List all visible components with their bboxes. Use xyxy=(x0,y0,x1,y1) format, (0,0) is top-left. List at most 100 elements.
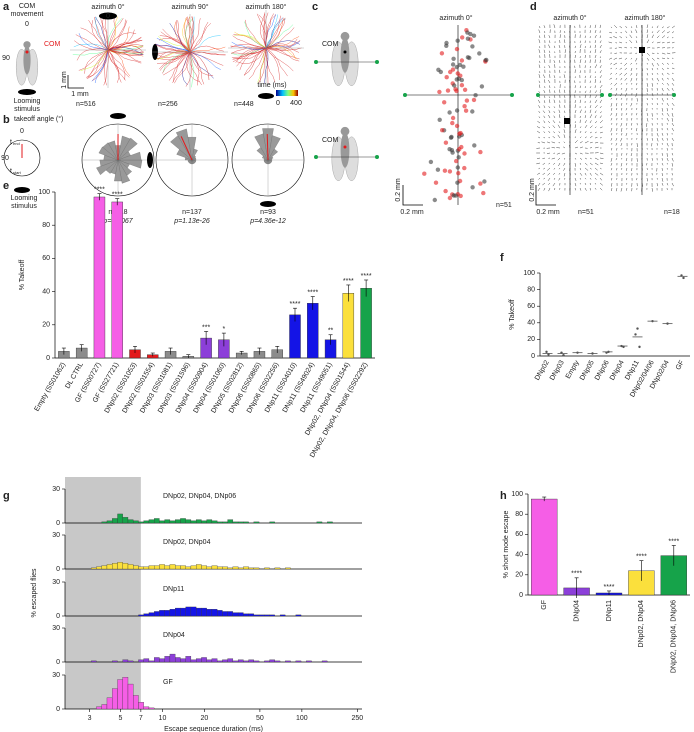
histogram-bar xyxy=(164,610,171,617)
flow-vector xyxy=(594,34,597,39)
flow-vector xyxy=(589,125,593,129)
flow-vector xyxy=(646,29,648,34)
flow-vector xyxy=(543,66,546,69)
label: Looming xyxy=(11,195,38,202)
scatter-point xyxy=(473,93,478,98)
flow-vector xyxy=(635,29,638,34)
trajectory xyxy=(162,51,191,74)
trajectory xyxy=(265,24,294,49)
y-tick-label: 40 xyxy=(527,320,535,327)
scatter-point xyxy=(484,57,489,63)
histogram-bar xyxy=(274,660,281,663)
x-tick-label: 7 xyxy=(139,715,143,722)
y-tick-label: 30 xyxy=(52,672,60,679)
flow-vector xyxy=(646,137,648,141)
histogram-bar xyxy=(206,519,213,524)
scatter-point xyxy=(463,108,469,113)
histogram-bar xyxy=(138,521,144,524)
histogram-bar xyxy=(175,657,181,663)
flow-vector xyxy=(610,167,613,171)
histogram-bar xyxy=(227,567,234,570)
flow-vector xyxy=(599,120,603,124)
flow-vector xyxy=(635,62,638,65)
flow-vector xyxy=(538,91,541,94)
flow-vector xyxy=(651,187,653,192)
flow-vector xyxy=(579,182,581,185)
y-tick-label: 0 xyxy=(56,659,60,666)
flow-vector xyxy=(579,177,582,180)
flow-vector xyxy=(594,24,597,29)
histogram-bar xyxy=(206,566,213,570)
flow-vector xyxy=(557,134,561,139)
flow-vector xyxy=(661,30,666,34)
rose-petal xyxy=(117,151,142,161)
trajectory xyxy=(265,47,300,62)
flow-vector xyxy=(661,92,663,95)
histogram-bar xyxy=(321,660,328,663)
trajectory xyxy=(265,13,274,49)
trajectory xyxy=(265,14,278,49)
rose-petal xyxy=(267,148,278,161)
x-tick-label: GF xyxy=(675,359,686,371)
scatter-point xyxy=(459,58,465,63)
x-tick-label: 10 xyxy=(159,715,167,722)
flow-vector xyxy=(615,87,618,91)
stimulus xyxy=(110,113,126,119)
flow-vector xyxy=(574,109,577,114)
colorbar xyxy=(276,90,298,96)
histogram-bar xyxy=(237,567,244,570)
flow-vector xyxy=(574,129,577,134)
flow-vector xyxy=(548,187,551,192)
significance: **** xyxy=(571,571,582,578)
x-axis-label: Escape sequence duration (ms) xyxy=(164,726,263,732)
flow-vector xyxy=(656,87,658,91)
flow-vector xyxy=(661,137,664,141)
trajectory xyxy=(189,46,226,53)
x-tick-label: 3 xyxy=(88,715,92,722)
flow-vector xyxy=(584,90,587,94)
flow-vector xyxy=(620,117,623,121)
flow-vector xyxy=(666,142,669,147)
p-value: p=4.36e-12 xyxy=(249,218,286,225)
scatter-point xyxy=(450,115,456,121)
histogram-bar xyxy=(185,606,192,617)
flow-vector xyxy=(615,137,618,141)
flow-vector xyxy=(611,172,613,176)
histogram-bar xyxy=(106,564,113,570)
flow-vector xyxy=(538,110,541,114)
trajectory xyxy=(265,40,300,49)
flow-vector xyxy=(548,106,551,109)
histogram-bar xyxy=(185,566,192,570)
count: n=18 xyxy=(664,209,680,216)
com-marker xyxy=(639,47,645,53)
flow-vector xyxy=(646,112,649,116)
flow-vector xyxy=(671,127,674,132)
y-tick-label: 0 xyxy=(56,613,60,620)
flow-vector xyxy=(543,167,546,170)
shaded-region xyxy=(65,477,141,709)
flow-vector xyxy=(608,57,613,60)
y-tick-label: 0 xyxy=(56,706,60,713)
flow-vector xyxy=(594,99,598,104)
scatter-point xyxy=(456,76,462,81)
series-label: DNp04 xyxy=(163,632,185,639)
flow-vector xyxy=(599,126,603,129)
point xyxy=(545,350,548,354)
flow-vector xyxy=(594,146,599,149)
flow-vector xyxy=(618,46,623,49)
scatter-point xyxy=(443,188,448,194)
trajectory xyxy=(107,32,137,51)
histogram-bar xyxy=(148,660,155,663)
scatter-point xyxy=(454,158,459,164)
x-tick-label: DNp04 xyxy=(573,600,580,622)
histogram-bar xyxy=(138,566,144,570)
y-tick-label: 0 xyxy=(46,355,50,362)
trajectory xyxy=(94,16,109,51)
flow-vector xyxy=(564,124,566,129)
scatter-point xyxy=(462,151,467,156)
trajectory xyxy=(174,51,191,84)
count: n=51 xyxy=(578,209,594,216)
flow-vector xyxy=(579,187,582,191)
flow-vector xyxy=(574,182,577,187)
flow-vector xyxy=(574,140,578,144)
